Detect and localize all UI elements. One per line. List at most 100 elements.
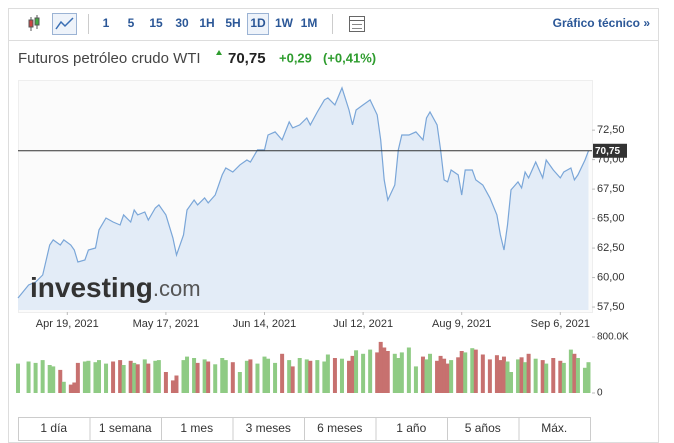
toolbar [8,8,659,41]
volume-bar [361,353,366,393]
volume-bar [473,349,478,393]
change: +0,29 [279,50,312,65]
volume-bar [195,362,200,393]
volume-bar [244,360,249,393]
y-tick-label: 72,50 [597,124,625,136]
interval-button[interactable]: 5 [128,16,135,30]
volume-bar [459,351,464,393]
volume-bar [128,360,133,393]
table-icon[interactable] [349,16,365,32]
volume-bar [255,363,260,393]
x-tick-label: Apr 19, 2021 [36,318,99,330]
volume-bar [498,360,503,393]
range-label[interactable]: 1 mes [180,421,213,435]
volume-bar [428,353,433,393]
volume-bar [523,362,528,393]
volume-bar [505,361,510,393]
volume-bar [332,358,337,393]
line-icon-box[interactable] [52,13,77,35]
volume-bar [382,347,387,393]
volume-bar [399,352,404,393]
range-label[interactable]: 3 meses [246,421,291,435]
range-label[interactable]: 6 meses [317,421,362,435]
volume-bar [445,363,450,393]
candle-icon[interactable] [28,15,40,31]
last-price-label: 70,75 [595,146,620,157]
change-pct: (+0,41%) [323,50,376,65]
volume-bar [262,356,267,393]
volume-bar [449,360,454,393]
interval-button[interactable]: 1M [301,16,318,30]
volume-tick-label: 0 [597,388,603,399]
y-tick-label: 67,50 [597,183,625,195]
x-tick-label: May 17, 2021 [133,318,200,330]
volume-bar [142,359,147,393]
volume-bar [72,382,77,393]
volume-bar [185,356,190,393]
volume-bar [206,361,211,393]
interval-button[interactable]: 1D [250,16,266,30]
watermark-suffix: .com [153,276,201,301]
range-label[interactable]: 1 semana [99,421,152,435]
interval-button[interactable]: 5H [225,16,240,30]
interval-button[interactable]: 1H [199,16,214,30]
x-tick-label: Aug 9, 2021 [432,318,491,330]
volume-bar [456,357,461,393]
range-button[interactable] [518,417,591,441]
volume-bar [273,362,278,393]
volume-bar [501,356,506,393]
technical-link[interactable]: Gráfico técnico » [553,16,651,30]
volume-bar [82,361,87,393]
range-label[interactable]: Máx. [541,421,567,435]
last-price-box [593,143,627,158]
range-label[interactable]: 1 día [40,421,67,435]
range-label[interactable]: 5 años [465,421,501,435]
volume-bar [470,348,475,393]
price: 70,75 [228,50,266,67]
volume-bar [51,366,56,393]
volume-bar [220,358,225,393]
volume-bar [170,380,175,393]
volume-bar [463,352,468,393]
x-tick-label: Jun 14, 2021 [233,318,297,330]
volume-bar [354,350,359,393]
range-label[interactable]: 1 año [396,421,426,435]
volume-bar [561,362,566,393]
volume-bar [308,360,313,393]
volume-bar [516,359,521,393]
volume-bar [368,349,373,393]
volume-bar [322,361,327,393]
volume-bar [96,360,101,393]
interval-button[interactable]: 15 [149,16,163,30]
volume-bar [406,347,411,393]
volume-bar [540,360,545,393]
volume-bar [237,372,242,393]
volume-bar [568,349,573,393]
volume-bar [104,363,109,393]
volume-bar [93,362,98,393]
interval-button[interactable]: 30 [175,16,189,30]
volume-bar [287,360,292,393]
volume-bar [111,361,116,393]
interval-button[interactable]: 1 [103,16,110,30]
volume-bar [586,362,591,393]
y-tick-label: 62,50 [597,242,625,254]
y-tick-label: 60,00 [597,271,625,283]
volume-bar [438,355,443,393]
volume-bar [350,355,355,393]
volume-bar [396,358,401,393]
volume-bar [40,360,45,393]
volume-bar [575,358,580,393]
volume-bar [420,356,425,393]
volume-bar [509,372,514,393]
volume-bar [33,362,38,393]
volume-bar [544,363,549,393]
volume-bar [230,362,235,393]
volume-bar [248,359,253,393]
volume-bar [132,362,137,393]
volume-bar [519,357,524,393]
volume-bar [202,359,207,393]
interval-button[interactable]: 1W [275,16,294,30]
volume-bar [163,372,168,393]
